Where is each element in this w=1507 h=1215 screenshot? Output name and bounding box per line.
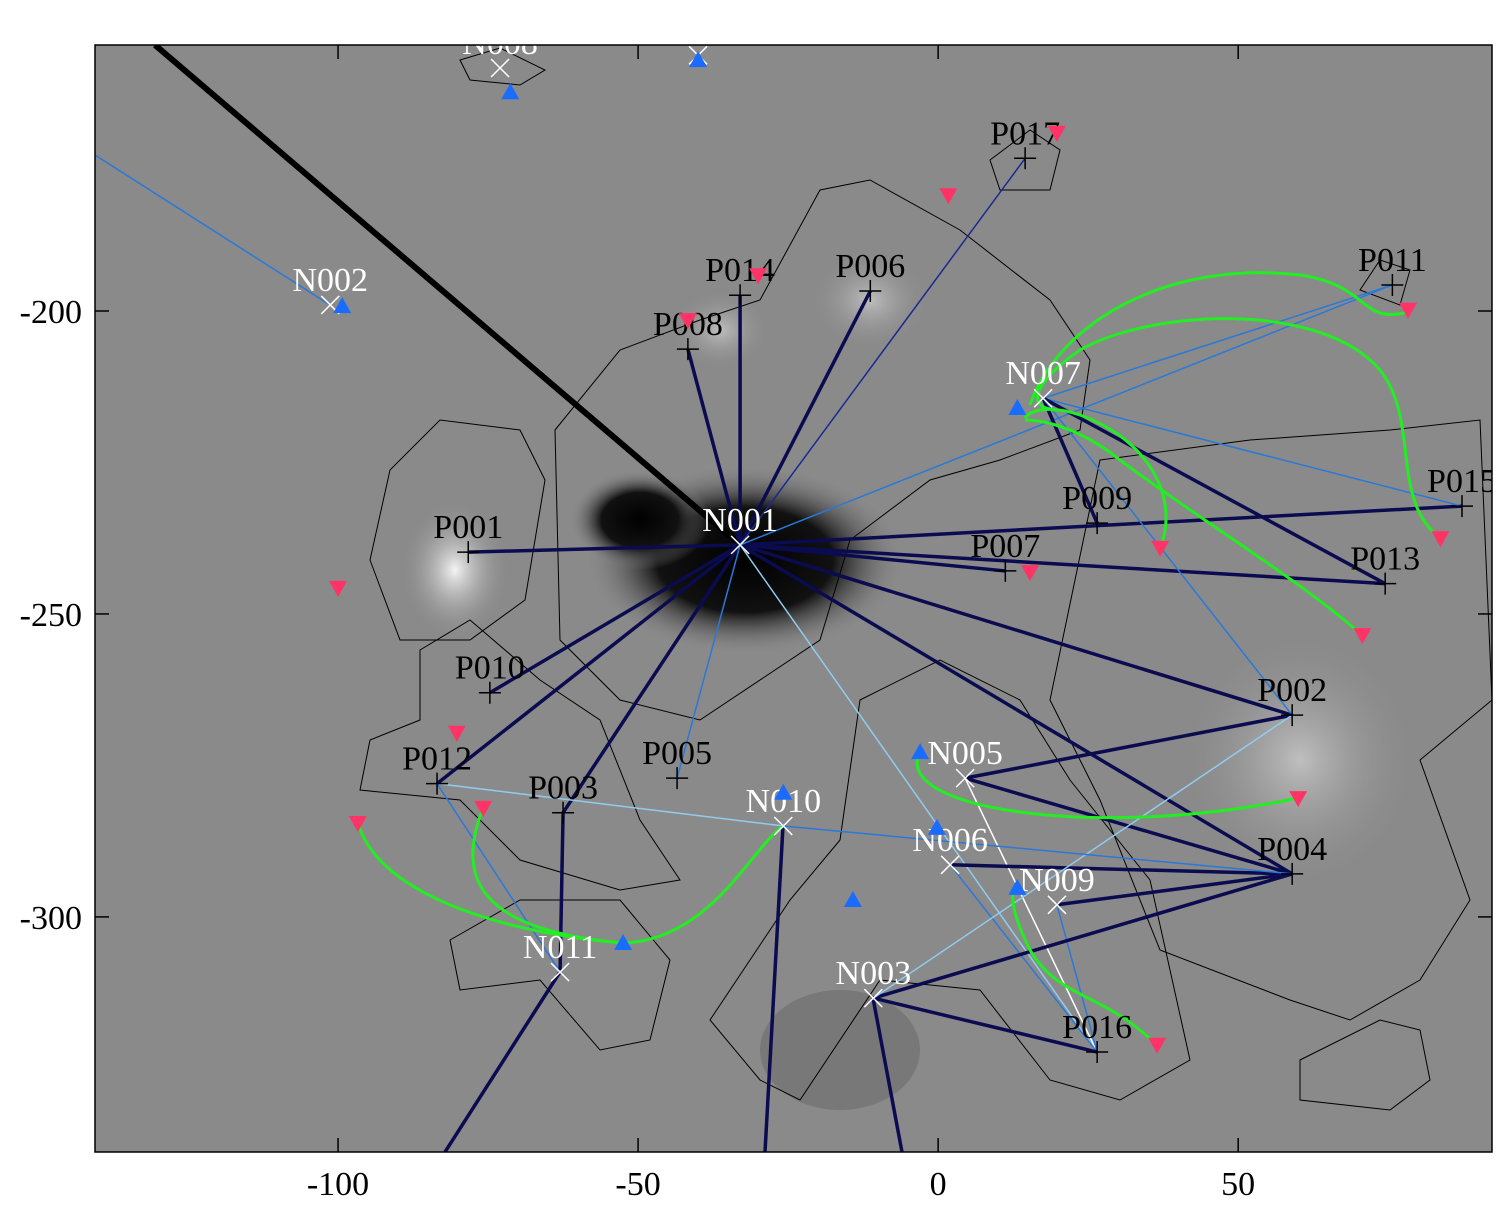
source-label: P015 — [1427, 463, 1497, 500]
source-label: P013 — [1350, 541, 1420, 578]
source-label: P009 — [1062, 480, 1132, 517]
x-tick-label: -50 — [615, 1166, 660, 1203]
source-label: N001 — [702, 502, 778, 539]
y-tick-label: -250 — [20, 597, 82, 634]
source-label: P004 — [1257, 831, 1327, 868]
source-label: P017 — [990, 115, 1060, 152]
source-label: P006 — [835, 248, 905, 285]
x-tick-label: -100 — [307, 1166, 369, 1203]
source-label: N011 — [523, 929, 597, 966]
source-label: N009 — [1019, 862, 1095, 899]
source-label: P005 — [642, 735, 712, 772]
y-tick-label: -200 — [20, 294, 82, 331]
source-label: N008 — [462, 25, 538, 62]
chart: P001P002P003P004P005P006P007P008P009P010… — [0, 0, 1507, 1210]
x-tick-label: 0 — [930, 1166, 947, 1203]
source-label: P007 — [970, 528, 1040, 565]
source-label: P011 — [1358, 242, 1427, 279]
source-label: P003 — [528, 770, 598, 807]
source-label: N005 — [927, 735, 1003, 772]
source-label: P012 — [402, 741, 472, 778]
source-label: N003 — [836, 955, 912, 992]
source-label: P010 — [455, 650, 525, 687]
x-tick-label: 50 — [1221, 1166, 1255, 1203]
source-label: P016 — [1062, 1009, 1132, 1046]
plot-area: P001P002P003P004P005P006P007P008P009P010… — [95, 12, 1497, 1152]
field-blob — [570, 470, 710, 570]
y-tick-label: -300 — [20, 900, 82, 937]
source-label: P002 — [1257, 672, 1327, 709]
source-label: N004 — [660, 12, 736, 49]
source-label: N007 — [1005, 355, 1081, 392]
source-label: P001 — [433, 509, 503, 546]
source-label: N006 — [912, 822, 988, 859]
source-label: N002 — [292, 262, 368, 299]
